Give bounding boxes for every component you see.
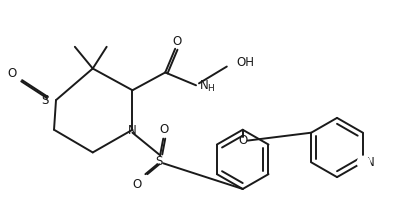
Text: N: N xyxy=(200,79,209,92)
Text: N: N xyxy=(366,156,375,169)
Text: OH: OH xyxy=(237,56,255,69)
Text: H: H xyxy=(207,84,214,93)
Text: S: S xyxy=(42,94,49,107)
Text: O: O xyxy=(8,67,17,80)
Text: O: O xyxy=(172,35,182,48)
Text: O: O xyxy=(160,123,169,136)
Text: O: O xyxy=(133,177,142,191)
Text: S: S xyxy=(156,155,163,168)
Text: O: O xyxy=(238,134,247,147)
Text: N: N xyxy=(128,124,137,137)
